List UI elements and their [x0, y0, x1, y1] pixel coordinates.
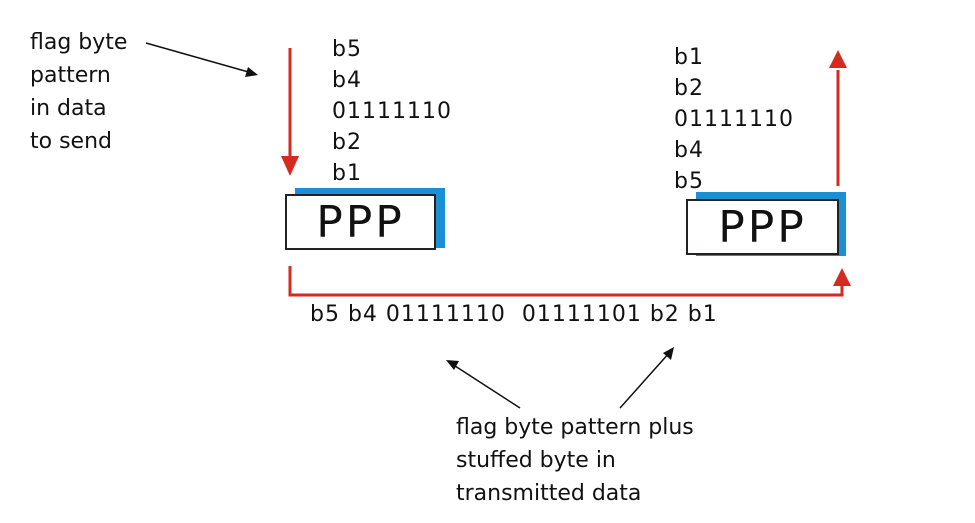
transmission-arrowhead — [833, 268, 851, 286]
stuffed-byte-annotation: flag byte pattern plus stuffed byte in t… — [456, 411, 694, 510]
stuffed-pointer-left-line — [451, 363, 521, 409]
sender-byte: b2 — [332, 130, 362, 155]
transmitted-sequence: b5 b4 01111110 01111101 b2 b1 — [310, 302, 718, 327]
flag-byte-annotation: flag byte pattern in data to send — [30, 26, 127, 158]
ppp-sender-box: PPP — [285, 194, 436, 250]
flag-label-line-3: in data — [30, 96, 107, 121]
ppp-receiver-box: PPP — [686, 199, 839, 255]
transmission-path — [288, 266, 844, 297]
sender-down-arrowhead — [281, 156, 299, 176]
sender-byte: 01111110 — [332, 99, 452, 124]
receiver-data-stack: b1 b2 01111110 b4 b5 — [674, 42, 794, 197]
receiver-byte: b5 — [674, 169, 704, 194]
stuffed-pointer-left-head — [446, 360, 459, 370]
sender-byte: b5 — [332, 37, 362, 62]
receiver-byte: 01111110 — [674, 107, 794, 132]
ppp-sender-node: PPP — [285, 188, 447, 252]
stuffed-label-line-2: stuffed byte in — [456, 448, 616, 473]
receiver-byte: b1 — [674, 45, 704, 70]
stuffed-pointer-right-head — [663, 347, 674, 360]
sender-byte: b4 — [332, 68, 362, 93]
ppp-receiver-node: PPP — [686, 192, 848, 262]
receiver-up-arrowhead — [829, 50, 847, 68]
flag-pointer-line — [145, 42, 253, 74]
sender-data-stack: b5 b4 01111110 b2 b1 — [332, 34, 452, 189]
receiver-byte: b2 — [674, 76, 704, 101]
flag-label-line-2: pattern — [30, 63, 111, 88]
stuffed-pointer-right-line — [619, 351, 671, 409]
flag-label-line-4: to send — [30, 129, 112, 154]
sender-byte: b1 — [332, 161, 362, 186]
flag-label-line-1: flag byte — [30, 30, 128, 55]
receiver-byte: b4 — [674, 138, 704, 163]
flag-pointer-head — [245, 67, 258, 77]
stuffed-label-line-1: flag byte pattern plus — [456, 415, 694, 440]
stuffed-label-line-3: transmitted data — [456, 481, 642, 506]
